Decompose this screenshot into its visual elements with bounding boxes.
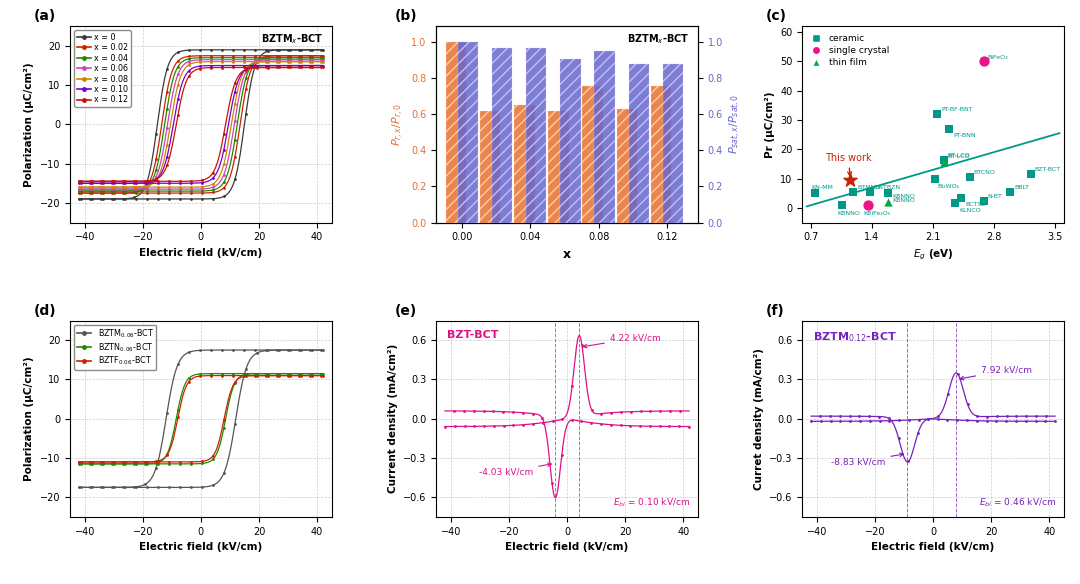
Text: PT-BNN: PT-BNN <box>953 133 975 138</box>
Point <box>927 174 944 183</box>
Bar <box>594 51 615 223</box>
Y-axis label: Polarization (μC/cm²): Polarization (μC/cm²) <box>25 62 35 187</box>
Y-axis label: Current density (mA/cm²): Current density (mA/cm²) <box>388 344 397 493</box>
Point <box>879 189 896 198</box>
Text: BT-LCO: BT-LCO <box>947 154 970 159</box>
Y-axis label: $P_{r,x}/P_{r,0}$: $P_{r,x}/P_{r,0}$ <box>391 103 406 146</box>
Text: KBNNO: KBNNO <box>837 211 861 215</box>
Text: BCTSZ: BCTSZ <box>966 202 986 207</box>
Text: (a): (a) <box>33 9 56 23</box>
Bar <box>561 58 581 223</box>
Point <box>953 193 970 202</box>
Point <box>879 197 896 207</box>
Bar <box>651 86 672 223</box>
Text: BZTM$_x$-BCT: BZTM$_x$-BCT <box>261 32 324 46</box>
Bar <box>514 106 535 223</box>
Bar <box>549 111 569 223</box>
Text: 7.92 kV/cm: 7.92 kV/cm <box>960 366 1032 380</box>
Point <box>975 57 993 66</box>
Text: BTMNO: BTMNO <box>858 185 880 190</box>
Point <box>929 109 946 119</box>
Text: BT-LCO: BT-LCO <box>947 153 970 158</box>
X-axis label: Electric field (kV/cm): Electric field (kV/cm) <box>139 248 262 258</box>
Text: BZT-BCT: BZT-BCT <box>1035 168 1061 172</box>
Y-axis label: Polarization (μC/cm²): Polarization (μC/cm²) <box>25 356 35 481</box>
Text: KBNNO: KBNNO <box>892 194 915 199</box>
Text: KBiFe₂O₅: KBiFe₂O₅ <box>864 211 891 215</box>
Point <box>1001 187 1018 196</box>
Text: -4.03 kV/cm: -4.03 kV/cm <box>478 463 551 477</box>
Text: KLNCO: KLNCO <box>959 208 981 213</box>
Bar <box>480 111 500 223</box>
Bar <box>526 48 546 223</box>
Text: (d): (d) <box>33 304 56 318</box>
Text: BBLT: BBLT <box>1014 185 1029 190</box>
Text: BNTBZN: BNTBZN <box>875 185 901 190</box>
Point <box>807 189 824 198</box>
Legend: ceramic, single crystal, thin film: ceramic, single crystal, thin film <box>807 31 892 71</box>
Text: BTCNO: BTCNO <box>974 171 996 175</box>
Point <box>841 175 859 185</box>
Legend: x = 0, x = 0.02, x = 0.04, x = 0.06, x = 0.08, x = 0.10, x = 0.12: x = 0, x = 0.02, x = 0.04, x = 0.06, x =… <box>75 30 131 107</box>
Bar <box>582 86 603 223</box>
Text: KN-MM: KN-MM <box>811 185 833 190</box>
Point <box>1022 169 1039 179</box>
Point <box>946 199 963 208</box>
Text: BZTM$_{0.12}$-BCT: BZTM$_{0.12}$-BCT <box>813 331 896 344</box>
Text: $E_{bi}$ = 0.46 kV/cm: $E_{bi}$ = 0.46 kV/cm <box>978 496 1056 509</box>
Text: (f): (f) <box>766 304 784 318</box>
Bar <box>458 43 478 223</box>
Y-axis label: $P_{sat,x}/P_{sat,0}$: $P_{sat,x}/P_{sat,0}$ <box>728 94 743 155</box>
Y-axis label: Pr (μC/cm²): Pr (μC/cm²) <box>765 91 774 158</box>
Text: (e): (e) <box>394 304 417 318</box>
Bar <box>629 64 649 223</box>
Text: KBNNO: KBNNO <box>892 197 915 203</box>
X-axis label: x: x <box>563 248 571 261</box>
Point <box>935 155 953 164</box>
Text: (c): (c) <box>766 9 786 23</box>
Y-axis label: Curret density (mA/cm²): Curret density (mA/cm²) <box>754 348 764 489</box>
Text: $E_{bi}$ = 0.10 kV/cm: $E_{bi}$ = 0.10 kV/cm <box>612 496 690 509</box>
Text: Bi₂WO₆: Bi₂WO₆ <box>937 185 960 189</box>
Point <box>940 124 957 134</box>
Text: 4.22 kV/cm: 4.22 kV/cm <box>583 333 661 348</box>
Text: PT-BF-BNT: PT-BF-BNT <box>942 107 973 112</box>
Bar <box>617 109 637 223</box>
Text: -8.83 kV/cm: -8.83 kV/cm <box>831 453 904 467</box>
Point <box>862 187 879 196</box>
Bar <box>446 43 467 223</box>
Point <box>845 187 862 196</box>
X-axis label: Electric field (kV/cm): Electric field (kV/cm) <box>505 542 629 552</box>
Point <box>961 172 978 182</box>
Point <box>859 200 876 210</box>
Text: This work: This work <box>825 152 872 176</box>
Bar <box>663 64 684 223</box>
X-axis label: $E_g$ (eV): $E_g$ (eV) <box>913 248 954 262</box>
Text: BZTM$_x$-BCT: BZTM$_x$-BCT <box>627 32 690 46</box>
Bar <box>491 48 512 223</box>
Text: BZT-BCT: BZT-BCT <box>447 331 498 340</box>
X-axis label: Electric field (kV/cm): Electric field (kV/cm) <box>872 542 995 552</box>
Text: BiFeO₃: BiFeO₃ <box>988 55 1009 60</box>
Point <box>833 200 850 210</box>
Legend: BZTM$_{0.06}$-BCT, BZTN$_{0.06}$-BCT, BZTF$_{0.06}$-BCT: BZTM$_{0.06}$-BCT, BZTN$_{0.06}$-BCT, BZ… <box>75 325 157 370</box>
Text: (b): (b) <box>394 9 417 23</box>
X-axis label: Electric field (kV/cm): Electric field (kV/cm) <box>139 542 262 552</box>
Point <box>975 196 993 205</box>
Text: N-BT: N-BT <box>988 194 1002 199</box>
Point <box>935 158 953 167</box>
